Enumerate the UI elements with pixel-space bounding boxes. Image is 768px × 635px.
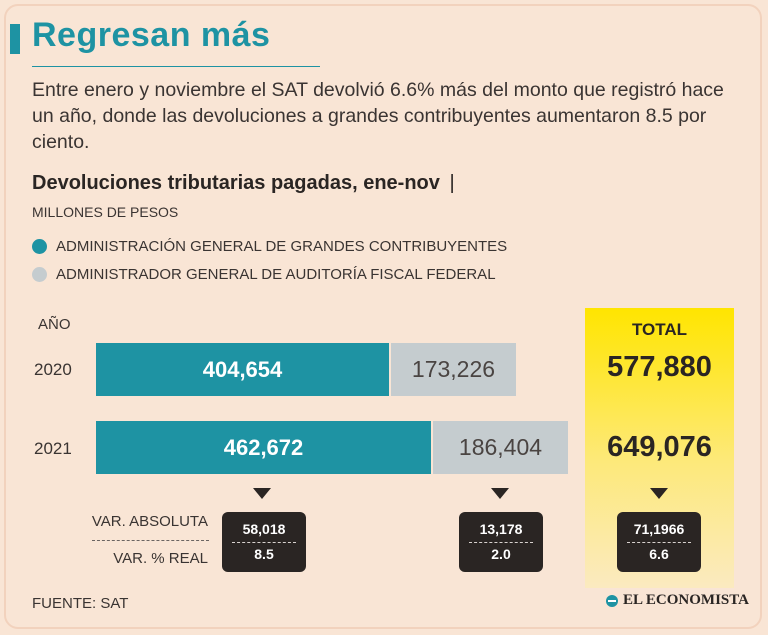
brand-name: EL ECONOMISTA bbox=[623, 592, 749, 608]
infographic-frame bbox=[4, 4, 762, 629]
variation-box-total: 71,1966 6.6 bbox=[617, 512, 701, 572]
bar-label-2021-agaff: 186,404 bbox=[458, 434, 543, 460]
page-title: Regresan más bbox=[32, 16, 271, 54]
source-note: FUENTE: SAT bbox=[32, 595, 129, 612]
var-divider bbox=[92, 540, 209, 541]
var-real-agc: 8.5 bbox=[254, 546, 274, 562]
var-box-divider bbox=[232, 542, 296, 543]
total-value-2020: 577,880 bbox=[607, 351, 712, 383]
bar-label-2020-agc: 404,654 bbox=[202, 356, 283, 382]
total-value-2021: 649,076 bbox=[607, 431, 712, 463]
var-box-divider bbox=[469, 542, 533, 543]
bar-label-2021-agc: 462,672 bbox=[223, 434, 304, 460]
subtitle: Entre enero y noviembre el SAT devolvió … bbox=[32, 79, 724, 153]
var-real-total: 6.6 bbox=[649, 546, 669, 562]
total-label: TOTAL bbox=[631, 320, 688, 339]
bar-2021-agaff: 186,404 bbox=[433, 421, 568, 474]
chart-units: MILLONES DE PESOS bbox=[32, 204, 179, 220]
variation-box-agaff: 13,178 2.0 bbox=[459, 512, 543, 572]
down-arrow-icon bbox=[253, 488, 271, 499]
year-label-2021: 2021 bbox=[34, 439, 72, 458]
var-absolute-agc: 58,018 bbox=[242, 521, 286, 537]
var-real-label: VAR. % REAL bbox=[113, 550, 208, 567]
legend-label-agc: ADMINISTRACIÓN GENERAL DE GRANDES CONTRI… bbox=[56, 238, 508, 255]
chart-title: Devoluciones tributarias pagadas, ene-no… bbox=[32, 172, 455, 195]
axis-label-year: AÑO bbox=[38, 316, 71, 333]
legend-label-agaff: ADMINISTRADOR GENERAL DE AUDITORÍA FISCA… bbox=[56, 266, 496, 283]
var-box-divider bbox=[627, 542, 691, 543]
bar-2020-agc: 404,654 bbox=[96, 343, 389, 396]
down-arrow-icon bbox=[491, 488, 509, 499]
legend-item-agaff: ADMINISTRADOR GENERAL DE AUDITORÍA FISCA… bbox=[32, 266, 496, 283]
var-real-agaff: 2.0 bbox=[491, 546, 511, 562]
brand-icon bbox=[606, 594, 618, 607]
var-absolute-total: 71,1966 bbox=[633, 521, 685, 537]
chart-title-text: Devoluciones tributarias pagadas, ene-no… bbox=[32, 172, 440, 194]
variation-box-agc: 58,018 8.5 bbox=[222, 512, 306, 572]
down-arrow-icon bbox=[650, 488, 668, 499]
bar-2020-agaff: 173,226 bbox=[391, 343, 516, 396]
legend-item-agc: ADMINISTRACIÓN GENERAL DE GRANDES CONTRI… bbox=[32, 238, 507, 255]
var-absolute-agaff: 13,178 bbox=[479, 521, 523, 537]
var-absolute-label: VAR. ABSOLUTA bbox=[91, 513, 208, 530]
bar-2021-agc: 462,672 bbox=[96, 421, 431, 474]
legend-dot-agaff bbox=[32, 267, 47, 282]
title-underline bbox=[32, 66, 320, 67]
title-accent-bar bbox=[10, 24, 20, 54]
chart-title-separator: | bbox=[449, 172, 455, 194]
year-label-2020: 2020 bbox=[34, 360, 72, 379]
brand-logo: EL ECONOMISTA bbox=[606, 592, 749, 609]
bar-label-2020-agaff: 173,226 bbox=[411, 356, 496, 382]
legend-dot-agc bbox=[32, 239, 47, 254]
